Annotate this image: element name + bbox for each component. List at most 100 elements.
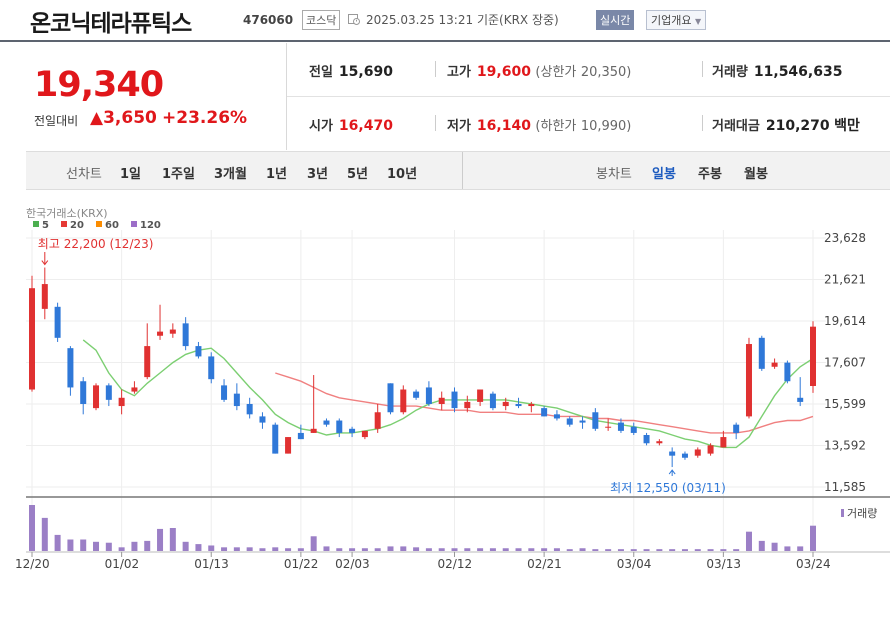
candle-body [195,346,202,357]
candle-body [157,331,164,336]
volume-bar [592,549,599,551]
volume-bar [617,549,624,551]
volume-bar [413,547,420,551]
volume-bar [144,540,151,551]
candle-body [118,397,125,407]
candle-body [438,397,445,404]
low-annotation: 최저 12,550 (03/11) [610,481,726,495]
stat-low: 저가 16,140 (하한가 10,990) [447,118,632,134]
x-tick-label: 02/03 [335,557,370,571]
volume-bar [694,549,701,551]
stock-header: 온코닉테라퓨틱스 476060 코스닥 2025.03.25 13:21 기준(… [0,0,890,42]
candle-body [669,451,676,456]
chevron-down-icon: ▼ [694,17,702,26]
candle-daily[interactable]: 일봉 [652,167,676,182]
volume-bar [681,549,688,551]
candle-body [553,414,560,419]
candle-body [208,356,215,380]
candle-body [105,385,112,400]
volume-legend-swatch [841,509,844,517]
candle-body [681,453,688,458]
candle-body [720,437,727,448]
volume-bar [720,549,727,551]
volume-bar [553,548,560,551]
volume-bar [387,546,394,551]
x-tick-label: 03/13 [706,557,741,571]
volume-bar [195,544,202,551]
period-5y[interactable]: 5년 [347,167,369,182]
volume-bar [566,549,573,551]
stock-candle-chart: 23,628 21,621 19,614 17,607 15,599 13,592 11,5… [15,207,890,571]
stats-row-1: 전일 15,690 고가 19,600 (상한가 20,350) 거래량 11,546… [287,43,890,97]
candle-body [413,391,420,398]
volume-bar [425,548,432,551]
volume-bar [502,548,509,551]
x-tick-label: 01/02 [105,557,140,571]
company-overview-button[interactable]: 기업개요 ▼ [646,10,707,30]
candle-body [528,403,535,407]
volume-bar [630,549,637,551]
volume-bar [93,541,100,551]
candle-body [29,288,35,390]
change-label: 전일대비 [34,114,79,128]
period-10y[interactable]: 10년 [387,167,418,182]
candle-body [630,426,637,433]
volume-bar [310,536,317,551]
period-1y[interactable]: 1년 [266,167,288,182]
volume-bar [157,528,164,551]
volume-bar [745,531,752,551]
volume-bar [643,549,650,551]
volume-bar [105,542,112,551]
period-3m[interactable]: 3개월 [214,167,247,182]
volume-bar [784,546,791,551]
volume-bar [41,517,48,551]
y-tick-label: 15,599 [824,397,866,411]
ma5-line [82,339,814,449]
candle-body [272,424,279,454]
period-1d[interactable]: 1일 [120,167,142,182]
line-chart-periods: 선차트 1일 1주일 3개월 1년 3년 5년 10년 [26,152,463,189]
stats-row-2: 시가 16,470 저가 16,140 (하한가 10,990) 거래대금 210,2… [287,97,890,150]
candle-body [745,344,752,417]
candle-body [425,387,432,404]
chart-source-label: 한국거래소(KRX) [26,207,108,220]
volume-bar [605,549,612,551]
volume-bar [54,534,61,551]
volume-bar [297,548,304,551]
stat-open: 시가 16,470 [309,118,393,134]
change-value: ▲3,650 [90,108,157,128]
chart-period-bar: 선차트 1일 1주일 3개월 1년 3년 5년 10년 봉차트 일봉 주봉 월봉 [26,151,890,190]
stat-amount: 거래대금 210,270 백만 [712,118,860,134]
candle-body [93,385,100,409]
volume-bar [579,548,586,551]
candle-body [477,389,484,402]
quote-time: 2025.03.25 13:21 [366,13,474,27]
candle-body [489,393,496,409]
candle-monthly[interactable]: 월봉 [744,167,768,182]
candle-body [221,385,228,400]
volume-bar [810,525,816,551]
volume-bar [758,540,765,551]
stat-high: 고가 19,600 (상한가 20,350) [447,64,632,80]
ma-legend-swatch [131,221,137,227]
ma-legend-swatch [61,221,67,227]
stat-volume: 거래량 11,546,635 [712,64,843,80]
candle-body [771,362,778,367]
ma-legend-swatch [33,221,39,227]
candle-body [182,323,189,347]
candle-body [80,381,87,404]
volume-bar [182,541,189,551]
stock-code: 476060 [243,13,294,27]
candle-body [605,426,612,428]
volume-bar [336,548,343,551]
period-3y[interactable]: 3년 [307,167,329,182]
realtime-button[interactable]: 실시간 [596,10,635,30]
candle-body [541,408,548,417]
period-1w[interactable]: 1주일 [162,167,195,182]
volume-bar [29,505,35,551]
volume-bar [374,548,381,551]
candle-weekly[interactable]: 주봉 [698,167,722,182]
high-arrow [41,252,49,266]
candle-body [592,412,599,429]
x-tick-label: 01/13 [194,557,229,571]
